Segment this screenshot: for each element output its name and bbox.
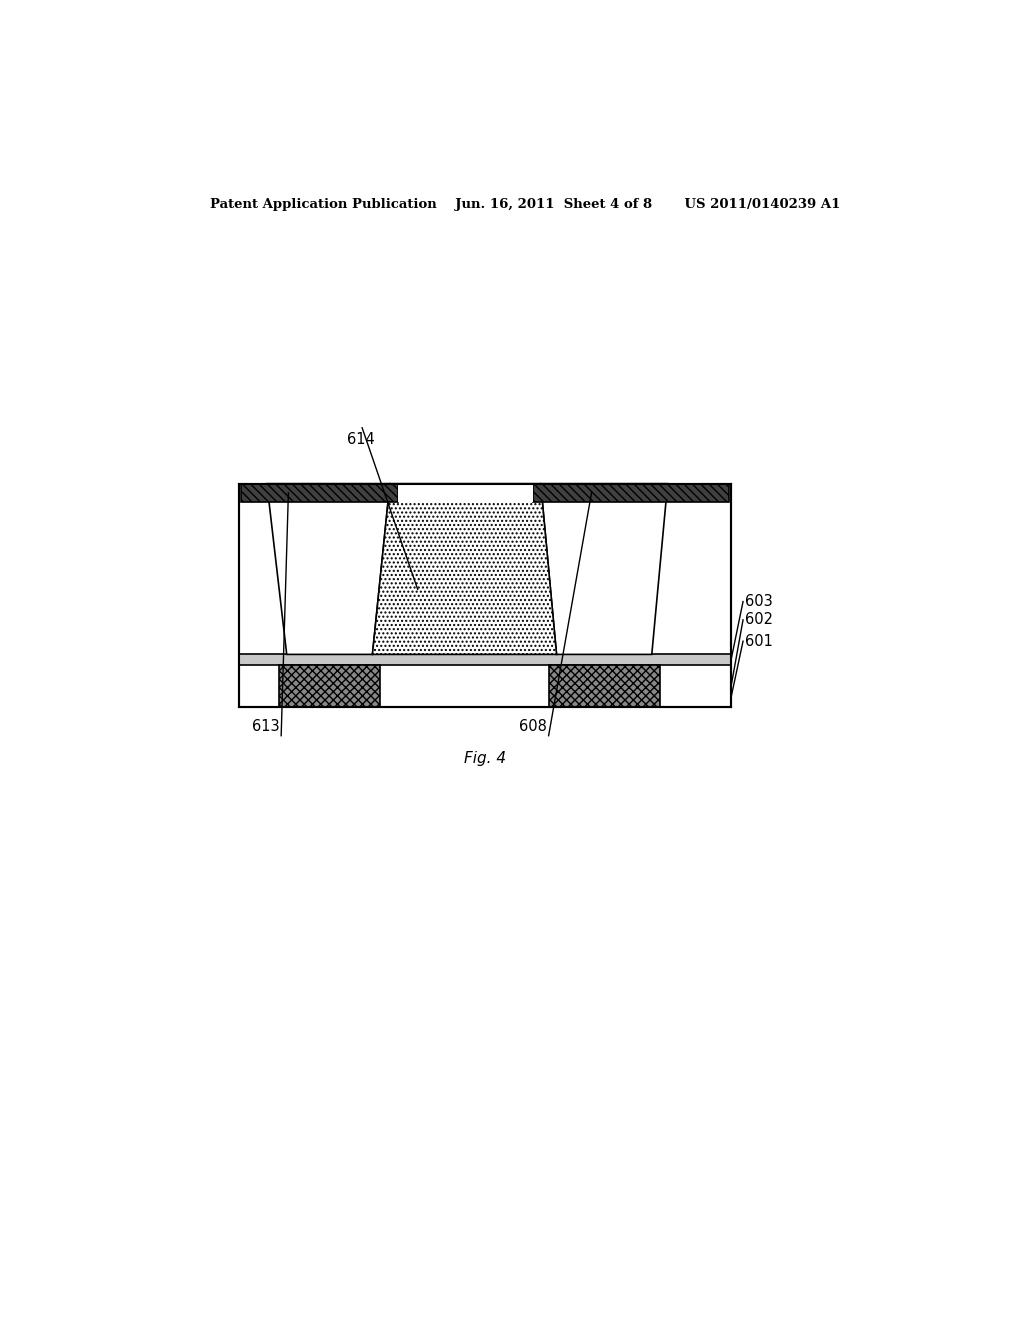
Polygon shape — [541, 483, 668, 655]
Bar — [240, 655, 731, 664]
Text: 608: 608 — [519, 718, 547, 734]
Text: 601: 601 — [745, 634, 773, 648]
Bar — [397, 483, 532, 502]
Text: Patent Application Publication    Jun. 16, 2011  Sheet 4 of 8       US 2011/0140: Patent Application Publication Jun. 16, … — [210, 198, 840, 211]
Text: Fig. 4: Fig. 4 — [464, 751, 506, 766]
Text: 613: 613 — [252, 718, 280, 734]
Text: 603: 603 — [745, 594, 773, 609]
Bar — [279, 664, 380, 708]
Bar — [242, 483, 397, 502]
Bar — [240, 483, 731, 708]
Polygon shape — [373, 483, 557, 655]
Text: 602: 602 — [745, 612, 773, 627]
Bar — [549, 664, 659, 708]
Bar — [532, 483, 729, 502]
Text: 614: 614 — [347, 432, 375, 446]
Polygon shape — [267, 483, 390, 655]
